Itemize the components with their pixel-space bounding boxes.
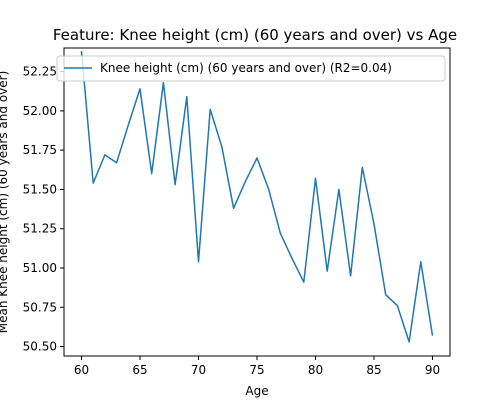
chart-title: Feature: Knee height (cm) (60 years and …	[53, 26, 457, 44]
x-tick-label: 75	[249, 363, 264, 377]
y-tick-label: 51.75	[23, 143, 57, 157]
legend-box	[56, 55, 446, 82]
x-tick-label: 65	[132, 363, 147, 377]
x-tick-label: 60	[74, 363, 89, 377]
x-tick-label: 70	[191, 363, 206, 377]
y-tick-label: 50.50	[23, 340, 57, 354]
x-tick-label: 80	[308, 363, 323, 377]
series-line	[80, 51, 434, 343]
y-tick-label: 50.75	[23, 300, 57, 314]
y-tick-label: 52.00	[23, 104, 57, 118]
y-tick-label: 52.25	[23, 65, 57, 79]
x-tick-label: 90	[425, 363, 440, 377]
x-axis-label: Age	[245, 384, 268, 398]
x-tick-label: 85	[366, 363, 381, 377]
y-tick-label: 51.25	[23, 222, 57, 236]
plot-area-frame	[63, 47, 451, 357]
legend-label: Knee height (cm) (60 years and over) (R2…	[100, 61, 392, 75]
y-tick-label: 51.50	[23, 182, 57, 196]
legend: Knee height (cm) (60 years and over) (R2…	[56, 55, 446, 82]
y-axis-label: Mean Knee height (cm) (60 years and over…	[0, 71, 10, 334]
y-tick-label: 51.00	[23, 261, 57, 275]
